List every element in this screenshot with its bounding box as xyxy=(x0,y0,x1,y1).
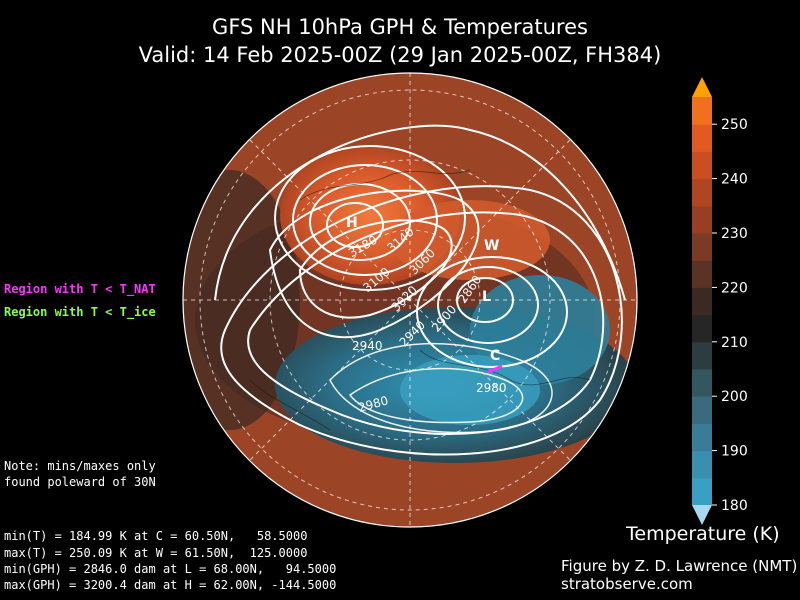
map-disk xyxy=(183,73,637,527)
ice-legend: Region with T < T_ice xyxy=(4,305,156,319)
map-border xyxy=(182,72,638,528)
colorbar-segment xyxy=(692,341,712,370)
colorbar: 180 190 200 210 220 230 240 250 xyxy=(692,77,748,525)
colorbar-segment xyxy=(692,450,712,479)
colorbar-tick-label: 180 xyxy=(721,498,748,514)
stat-max-t: max(T) = 250.09 K at W = 61.50N, 125.000… xyxy=(4,546,308,560)
credit-author: Figure by Z. D. Lawrence (NMT) xyxy=(561,557,798,575)
colorbar-segment xyxy=(692,205,712,234)
note-line-1: Note: mins/maxes only xyxy=(4,459,156,473)
colorbar-tick-label: 250 xyxy=(721,117,748,133)
colorbar-segment xyxy=(692,287,712,316)
colorbar-segment xyxy=(692,124,712,152)
min-gph-marker: L xyxy=(482,289,491,305)
colorbar-segment xyxy=(692,396,712,424)
nat-region xyxy=(487,364,503,374)
contour-label: 2940 xyxy=(352,339,383,353)
colorbar-segment xyxy=(692,423,712,452)
note-line-2: found poleward of 30N xyxy=(4,475,156,489)
max-gph-marker: H xyxy=(346,215,358,231)
colorbar-segment xyxy=(692,369,712,397)
contour-label: 2980 xyxy=(476,381,507,395)
colorbar-segment xyxy=(692,260,712,288)
colorbar-title: Temperature (K) xyxy=(626,523,780,545)
colorbar-tick-label: 190 xyxy=(721,444,748,460)
colorbar-segment xyxy=(692,233,712,261)
colorbar-tick-label: 200 xyxy=(721,389,748,405)
colorbar-segment xyxy=(692,314,712,343)
colorbar-tick-label: 210 xyxy=(721,335,748,351)
credit-site: stratobserve.com xyxy=(561,575,693,593)
colorbar-tick-label: 240 xyxy=(721,172,748,188)
colorbar-tick-label: 220 xyxy=(721,280,748,296)
coastlines xyxy=(249,169,591,431)
stat-max-gph: max(GPH) = 3200.4 dam at H = 62.00N, -14… xyxy=(4,578,337,592)
stat-min-gph: min(GPH) = 2846.0 dam at L = 68.00N, 94.… xyxy=(4,562,337,576)
colorbar-tick-label: 230 xyxy=(721,226,748,242)
colorbar-over-arrow xyxy=(692,77,712,97)
colorbar-segment xyxy=(692,97,712,125)
gph-contours xyxy=(214,124,626,456)
chart-subtitle: Valid: 14 Feb 2025-00Z (29 Jan 2025-00Z,… xyxy=(138,43,662,67)
stat-min-t: min(T) = 184.99 K at C = 60.50N, 58.5000 xyxy=(4,529,308,543)
colorbar-segment xyxy=(692,178,712,207)
colorbar-segment xyxy=(692,477,712,506)
colorbar-segment xyxy=(692,151,712,180)
nat-legend: Region with T < T_NAT xyxy=(4,282,156,296)
max-temp-marker: W xyxy=(484,238,499,254)
chart-title: GFS NH 10hPa GPH & Temperatures xyxy=(212,15,588,39)
min-temp-marker: C xyxy=(490,348,500,364)
colorbar-under-arrow xyxy=(692,505,712,525)
